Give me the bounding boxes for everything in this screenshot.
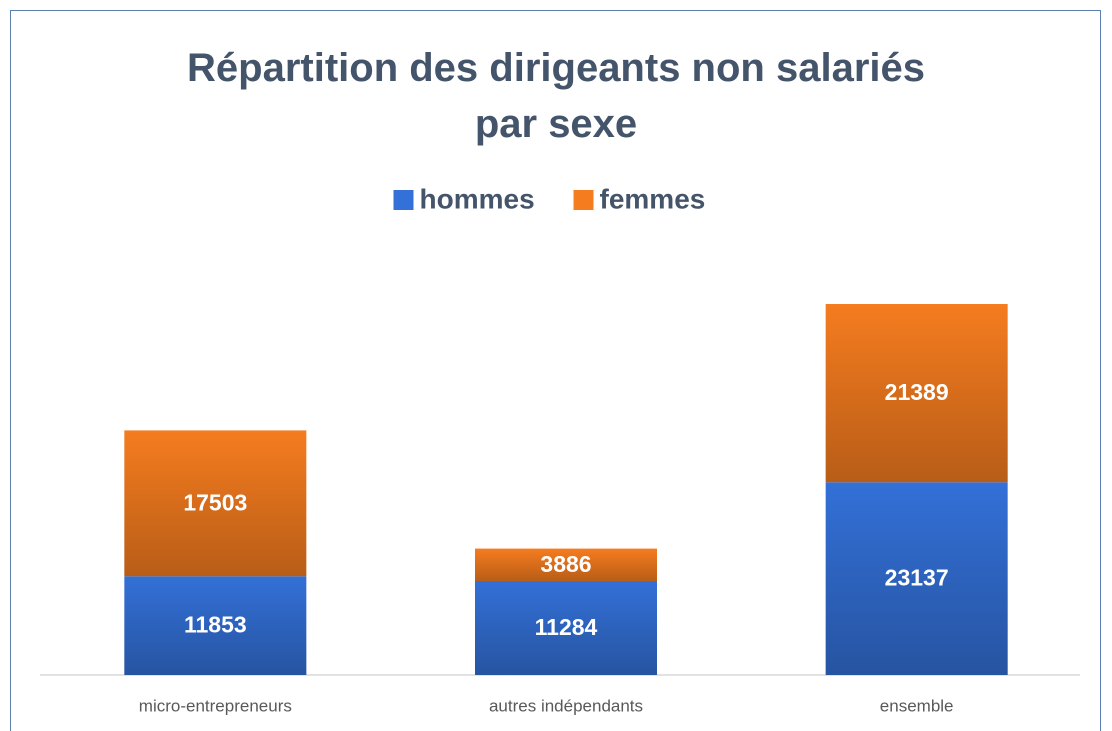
data-label: 3886	[540, 551, 591, 577]
bar-shade	[124, 576, 307, 675]
bar-shade	[475, 580, 657, 675]
data-label: 11284	[535, 614, 598, 640]
chart-title: Répartition des dirigeants non salariés …	[187, 46, 925, 146]
x-tick-label: micro-entrepreneurs	[139, 696, 292, 715]
legend-swatch	[573, 190, 594, 210]
legend-swatch	[393, 190, 414, 210]
x-tick-label: autres indépendants	[489, 696, 643, 715]
bar-shade	[825, 482, 1008, 675]
data-label: 11853	[184, 612, 247, 638]
data-label: 17503	[183, 489, 247, 515]
legend-label: femmes	[600, 183, 706, 214]
chart-frame	[10, 10, 1101, 731]
bar-shade	[825, 304, 1008, 483]
bar-shade	[475, 548, 657, 581]
data-label: 23137	[885, 565, 949, 591]
bar-shade	[124, 430, 307, 577]
data-label: 21389	[885, 379, 949, 405]
x-tick-label: ensemble	[880, 696, 954, 715]
legend-label: hommes	[420, 183, 535, 214]
